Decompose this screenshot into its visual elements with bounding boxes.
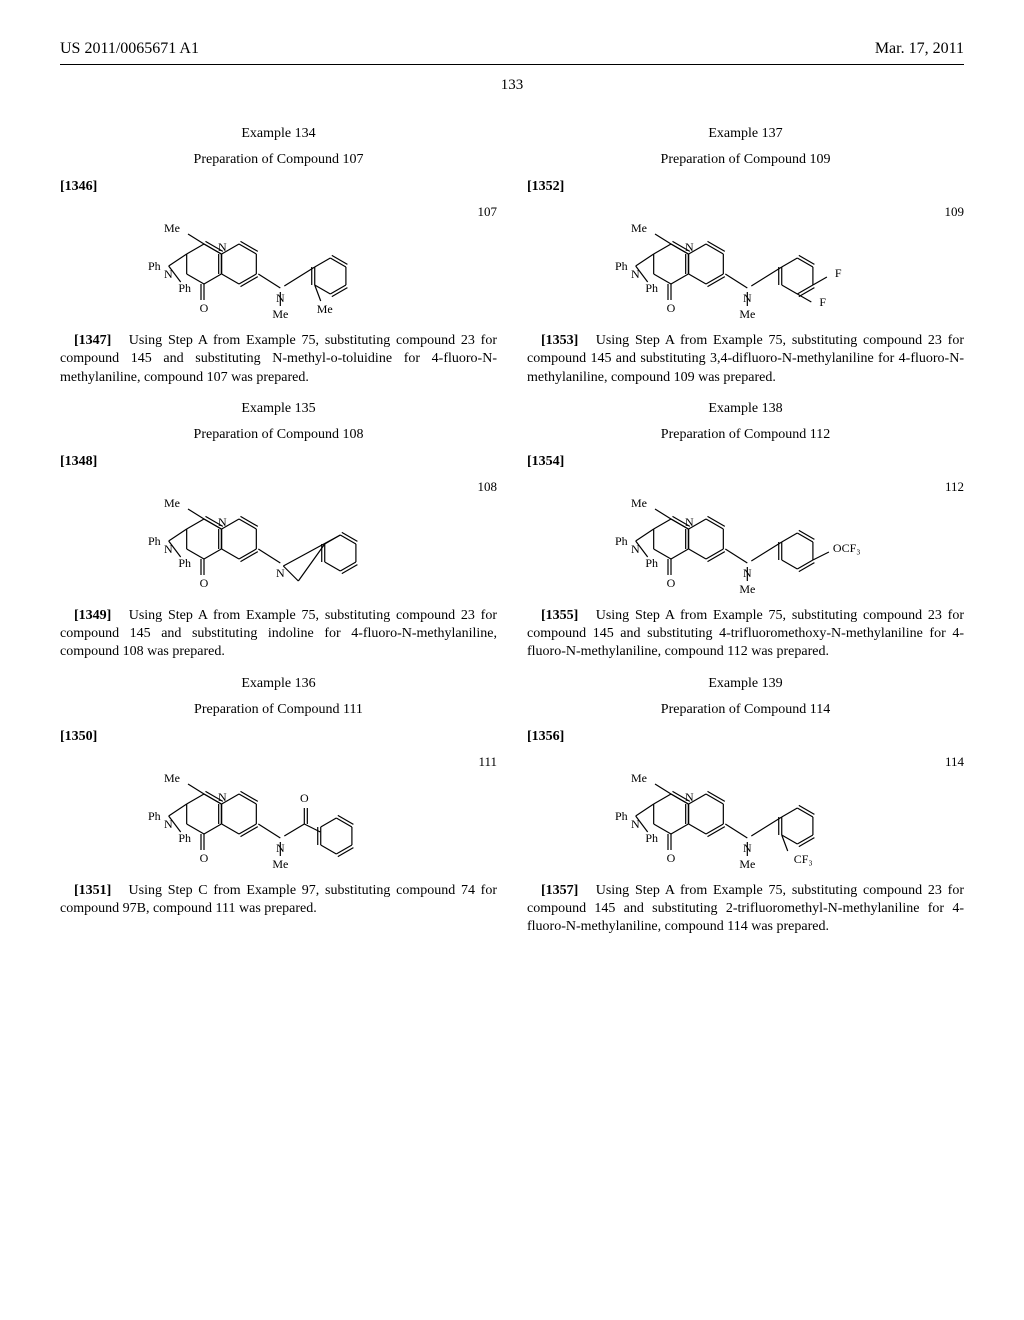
structure-block: 114 NNMePhPhONMeCF₃ (527, 754, 964, 874)
compound-number: 109 (945, 204, 965, 220)
chemical-structure-114: NNMePhPhONMeCF₃ (576, 759, 916, 869)
svg-text:OCF₃: OCF₃ (832, 541, 860, 555)
compound-number: 111 (478, 754, 497, 770)
paragraph-text: Using Step A from Example 75, substituti… (527, 883, 964, 934)
preparation-label: Preparation of Compound 111 (60, 702, 497, 718)
publication-date: Mar. 17, 2011 (875, 40, 964, 58)
svg-text:Ph: Ph (147, 259, 160, 273)
paragraph-number: [1355] (541, 608, 578, 623)
svg-text:Me: Me (631, 771, 647, 785)
paragraph-text: Using Step A from Example 75, substituti… (60, 333, 497, 384)
svg-text:O: O (666, 576, 675, 590)
svg-text:Me: Me (164, 771, 180, 785)
structure-block: 108 NNMePhPhON (60, 479, 497, 599)
svg-text:O: O (299, 791, 308, 805)
svg-text:O: O (199, 851, 208, 865)
example-label: Example 134 (60, 126, 497, 142)
svg-text:Me: Me (631, 496, 647, 510)
example-label: Example 139 (527, 676, 964, 692)
svg-text:Ph: Ph (147, 534, 160, 548)
example-label: Example 136 (60, 676, 497, 692)
svg-text:Me: Me (272, 857, 288, 869)
preparation-label: Preparation of Compound 112 (527, 427, 964, 443)
compound-number: 112 (945, 479, 964, 495)
paragraph-number: [1347] (74, 333, 111, 348)
compound-number: 108 (478, 479, 498, 495)
paragraph-text: Using Step C from Example 97, substituti… (60, 883, 497, 916)
paragraph-text: Using Step A from Example 75, substituti… (527, 608, 964, 659)
page-number: 133 (60, 77, 964, 94)
svg-text:O: O (666, 851, 675, 865)
right-column: Example 137 Preparation of Compound 109 … (527, 112, 964, 940)
chemical-structure-109: NNMePhPhONMeFF (576, 209, 916, 319)
svg-text:Ph: Ph (147, 809, 160, 823)
svg-text:Ph: Ph (178, 556, 191, 570)
paragraph-number: [1354] (527, 454, 564, 469)
paragraph-number: [1346] (60, 179, 97, 194)
svg-text:F: F (834, 266, 841, 280)
svg-text:Me: Me (164, 496, 180, 510)
svg-text:O: O (666, 301, 675, 315)
svg-text:Me: Me (739, 582, 755, 594)
compound-number: 107 (478, 204, 498, 220)
paragraph-text: Using Step A from Example 75, substituti… (527, 333, 964, 384)
paragraph-number: [1349] (74, 608, 111, 623)
svg-text:Ph: Ph (614, 534, 627, 548)
paragraph-number: [1353] (541, 333, 578, 348)
publication-number: US 2011/0065671 A1 (60, 40, 199, 58)
paragraph: [1357] Using Step A from Example 75, sub… (527, 882, 964, 937)
svg-text:O: O (199, 301, 208, 315)
svg-text:CF₃: CF₃ (793, 852, 812, 866)
two-column-body: Example 134 Preparation of Compound 107 … (60, 112, 964, 940)
structure-block: 112 NNMePhPhONMeOCF₃ (527, 479, 964, 599)
structure-block: 111 NNMePhPhONMeO (60, 754, 497, 874)
paragraph-number: [1350] (60, 729, 97, 744)
svg-text:Me: Me (739, 307, 755, 319)
example-label: Example 138 (527, 401, 964, 417)
left-column: Example 134 Preparation of Compound 107 … (60, 112, 497, 940)
paragraph: [1353] Using Step A from Example 75, sub… (527, 332, 964, 387)
svg-text:Ph: Ph (645, 556, 658, 570)
svg-text:Me: Me (631, 221, 647, 235)
structure-block: 109 NNMePhPhONMeFF (527, 204, 964, 324)
paragraph: [1355] Using Step A from Example 75, sub… (527, 607, 964, 662)
svg-text:Me: Me (164, 221, 180, 235)
preparation-label: Preparation of Compound 108 (60, 427, 497, 443)
example-label: Example 137 (527, 126, 964, 142)
svg-text:Ph: Ph (614, 259, 627, 273)
structure-block: 107 NNMePhPhONMeMe (60, 204, 497, 324)
paragraph: [1347] Using Step A from Example 75, sub… (60, 332, 497, 387)
chemical-structure-107: NNMePhPhONMeMe (109, 209, 449, 319)
svg-text:Ph: Ph (645, 831, 658, 845)
page-header: US 2011/0065671 A1 Mar. 17, 2011 (60, 40, 964, 65)
svg-text:N: N (275, 566, 284, 580)
svg-text:Ph: Ph (645, 281, 658, 295)
paragraph: [1351] Using Step C from Example 97, sub… (60, 882, 497, 918)
svg-text:Me: Me (272, 307, 288, 319)
svg-text:Me: Me (316, 302, 332, 316)
svg-text:Ph: Ph (178, 831, 191, 845)
paragraph-number: [1352] (527, 179, 564, 194)
svg-text:Ph: Ph (178, 281, 191, 295)
svg-text:Ph: Ph (614, 809, 627, 823)
chemical-structure-112: NNMePhPhONMeOCF₃ (576, 484, 916, 594)
chemical-structure-108: NNMePhPhON (109, 484, 449, 594)
paragraph-number: [1351] (74, 883, 111, 898)
svg-text:O: O (199, 576, 208, 590)
compound-number: 114 (945, 754, 964, 770)
example-label: Example 135 (60, 401, 497, 417)
paragraph-number: [1348] (60, 454, 97, 469)
preparation-label: Preparation of Compound 107 (60, 152, 497, 168)
paragraph-number: [1356] (527, 729, 564, 744)
preparation-label: Preparation of Compound 114 (527, 702, 964, 718)
svg-text:Me: Me (739, 857, 755, 869)
paragraph: [1349] Using Step A from Example 75, sub… (60, 607, 497, 662)
svg-text:F: F (819, 295, 826, 309)
chemical-structure-111: NNMePhPhONMeO (109, 759, 449, 869)
preparation-label: Preparation of Compound 109 (527, 152, 964, 168)
paragraph-text: Using Step A from Example 75, substituti… (60, 608, 497, 659)
paragraph-number: [1357] (541, 883, 578, 898)
